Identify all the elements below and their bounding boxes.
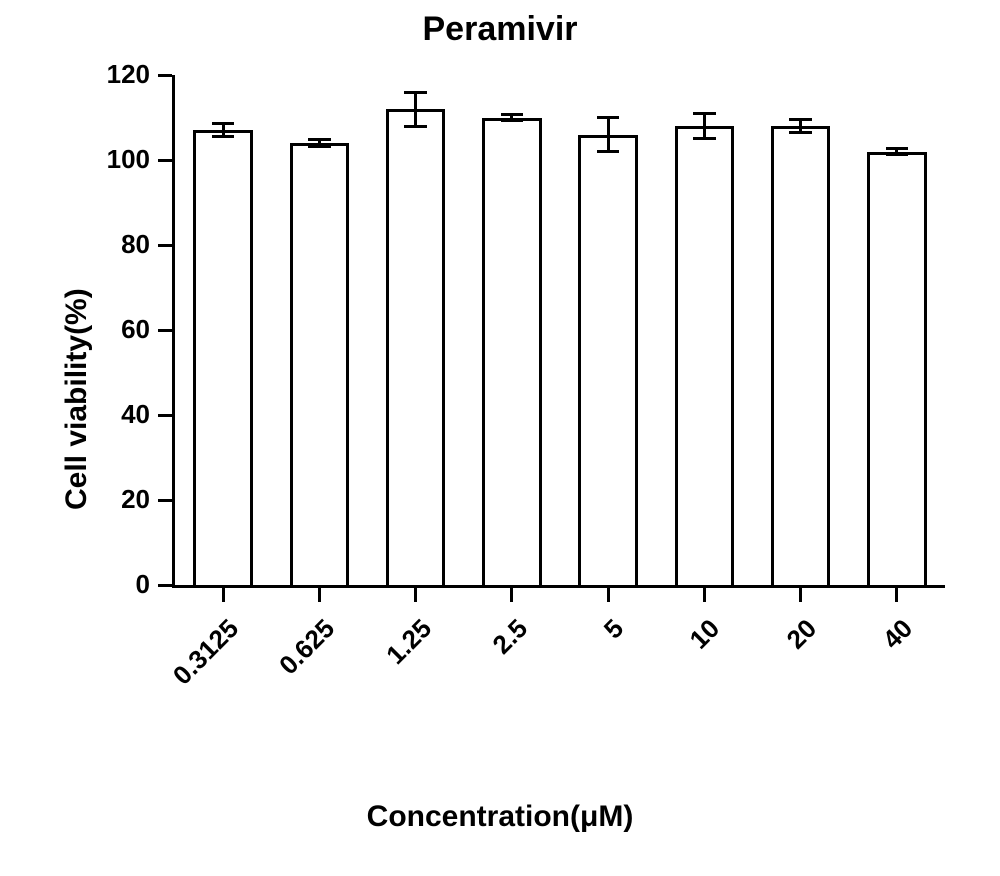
x-tick <box>318 588 321 602</box>
y-tick-label: 60 <box>70 314 150 345</box>
x-tick <box>607 588 610 602</box>
x-tick <box>222 588 225 602</box>
bar <box>386 109 446 585</box>
errorbar-cap-top <box>693 112 716 115</box>
y-tick-label: 100 <box>70 144 150 175</box>
y-tick <box>158 584 172 587</box>
x-tick <box>414 588 417 602</box>
y-tick <box>158 159 172 162</box>
plot-area: 0204060801001200.31250.6251.252.55102040 <box>175 75 945 585</box>
errorbar-cap-bottom <box>212 135 235 138</box>
errorbar-cap-bottom <box>597 150 620 153</box>
y-tick <box>158 414 172 417</box>
errorbar-cap-bottom <box>693 137 716 140</box>
errorbar-cap-bottom <box>404 125 427 128</box>
y-tick-label: 40 <box>70 399 150 430</box>
x-tick <box>799 588 802 602</box>
errorbar-cap-top <box>404 91 427 94</box>
errorbar-cap-top <box>501 113 524 116</box>
y-tick <box>158 244 172 247</box>
x-tick <box>703 588 706 602</box>
bar <box>482 118 542 586</box>
bar <box>675 126 735 585</box>
errorbar-stem <box>607 118 610 152</box>
errorbar-cap-bottom <box>886 153 909 156</box>
errorbar-cap-bottom <box>789 131 812 134</box>
errorbar-cap-top <box>308 138 331 141</box>
y-tick-label: 80 <box>70 229 150 260</box>
x-tick <box>510 588 513 602</box>
bar <box>578 135 638 586</box>
y-tick <box>158 74 172 77</box>
y-tick <box>158 329 172 332</box>
chart-title: Peramivir <box>0 10 1000 49</box>
x-axis-line <box>172 585 945 588</box>
bar <box>867 152 927 586</box>
y-axis-line <box>172 75 175 588</box>
errorbar-cap-bottom <box>501 119 524 122</box>
errorbar-cap-top <box>597 116 620 119</box>
errorbar-cap-top <box>212 122 235 125</box>
errorbar-cap-bottom <box>308 145 331 148</box>
bar <box>193 130 253 585</box>
y-tick-label: 0 <box>70 569 150 600</box>
errorbar-cap-top <box>886 147 909 150</box>
errorbar-stem <box>414 92 417 126</box>
y-tick <box>158 499 172 502</box>
x-axis-label: Concentration(μM) <box>0 800 1000 834</box>
bar <box>771 126 831 585</box>
y-tick-label: 120 <box>70 59 150 90</box>
x-tick <box>895 588 898 602</box>
y-tick-label: 20 <box>70 484 150 515</box>
errorbar-cap-top <box>789 118 812 121</box>
errorbar-stem <box>703 113 706 139</box>
bar <box>290 143 350 585</box>
peramivir-chart: Peramivir Cell viability(%) Concentratio… <box>0 0 1000 876</box>
